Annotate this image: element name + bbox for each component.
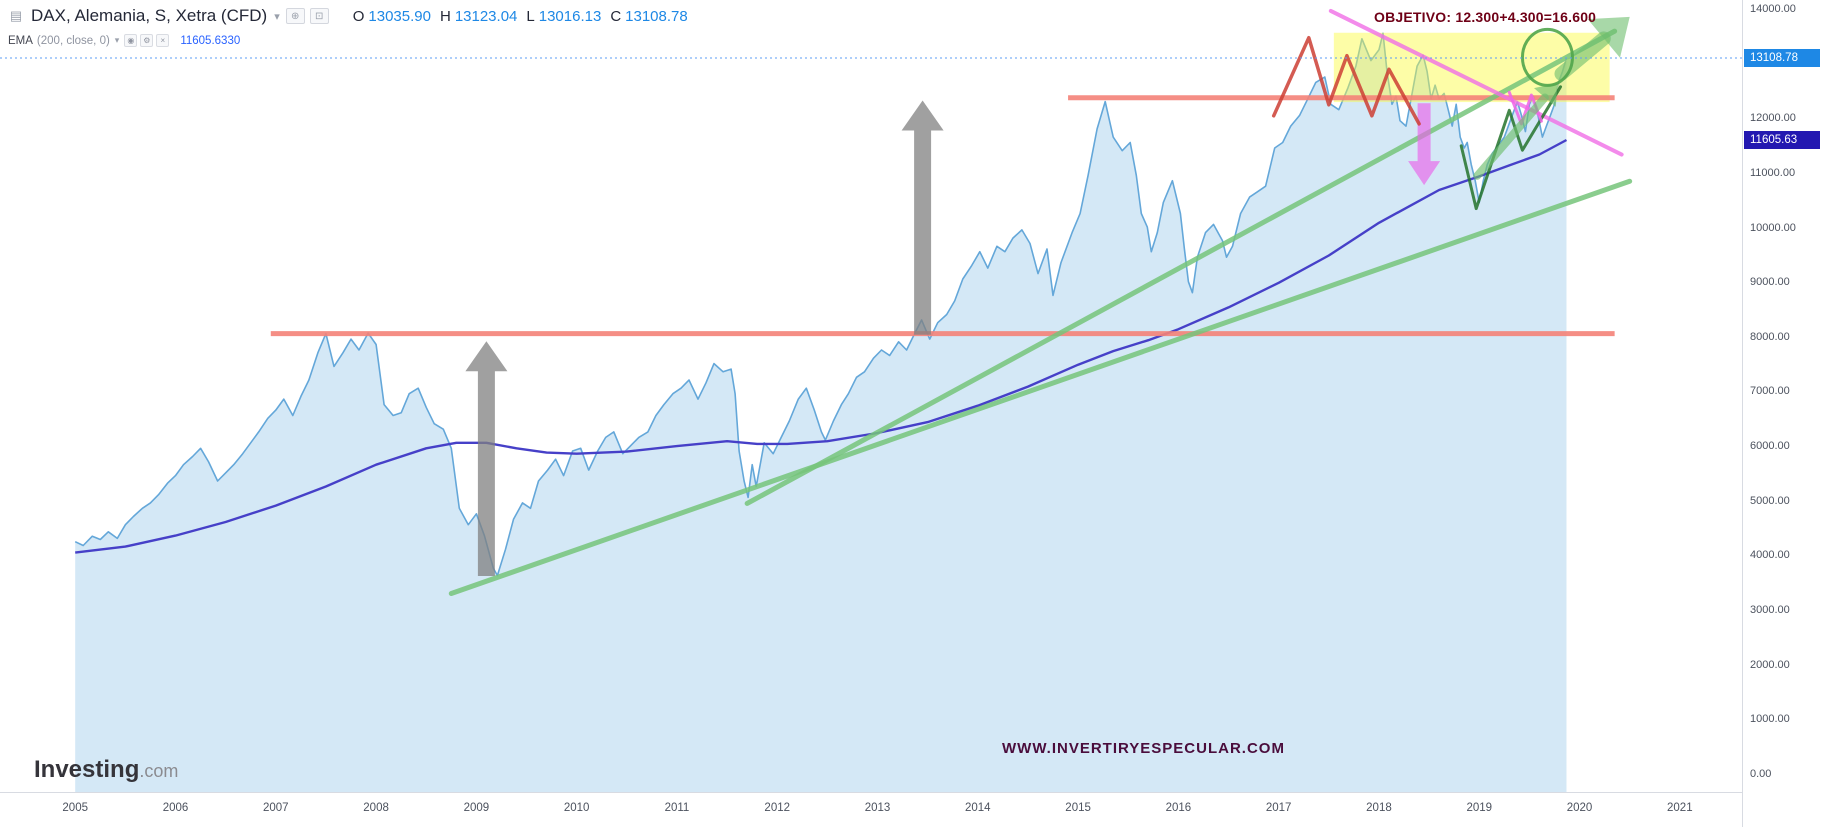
close-icon[interactable]: ×: [156, 34, 170, 47]
open-value: 13035.90: [368, 7, 431, 25]
indicator-chevron-icon[interactable]: ▾: [114, 35, 120, 45]
price-axis-label: 7000.00: [1750, 385, 1790, 398]
block-arrow[interactable]: [901, 100, 944, 335]
time-axis-label: 2007: [262, 802, 289, 814]
chart-header: ▤ DAX, Alemania, S, Xetra (CFD) ▾ ⊕ ⊡ O …: [8, 6, 688, 47]
chevron-down-icon[interactable]: ▾: [274, 10, 280, 23]
drawn-arrow[interactable]: [1473, 93, 1549, 180]
high-value: 13123.04: [454, 7, 518, 25]
symbol-title[interactable]: DAX, Alemania, S, Xetra (CFD): [31, 6, 268, 25]
indicator-params[interactable]: (200, close, 0): [36, 34, 110, 47]
price-axis-label: 12000.00: [1750, 112, 1796, 125]
price-axis-label: 0.00: [1750, 767, 1772, 780]
trend-line[interactable]: [744, 28, 1618, 506]
time-axis-label: 2021: [1667, 802, 1693, 814]
drawn-arrow-head[interactable]: [1587, 16, 1630, 58]
price-axis-label: 1000.00: [1750, 713, 1790, 726]
low-value: 13016.13: [538, 7, 602, 25]
trend-line[interactable]: [448, 178, 1633, 597]
indicator-name[interactable]: EMA: [8, 34, 33, 47]
symbol-menu-icon[interactable]: ▤: [9, 8, 23, 23]
ohlc-values: O 13035.90 H 13123.04 L 13016.13 C 13108…: [344, 8, 688, 25]
time-axis-label: 2015: [1065, 802, 1091, 814]
zigzag-annotation[interactable]: [1459, 85, 1562, 211]
ema-price-badge: 11605.63: [1744, 131, 1820, 150]
time-axis-label: 2019: [1466, 802, 1493, 814]
logo-text-main: Investing: [34, 756, 140, 783]
indicator-row: EMA (200, close, 0) ▾ ◉ ⚙ × 11605.6330: [8, 34, 688, 47]
close-label: C: [610, 7, 622, 25]
time-axis-label: 2006: [162, 802, 189, 814]
visibility-icon[interactable]: ◉: [124, 34, 138, 47]
compare-icon[interactable]: ⊕: [285, 8, 305, 24]
chart-canvas[interactable]: [0, 0, 1742, 792]
drawn-arrow-head[interactable]: [1534, 83, 1558, 107]
circle-annotation[interactable]: [1520, 27, 1574, 87]
logo-text-suffix: .com: [139, 761, 179, 781]
price-axis-label: 10000.00: [1750, 221, 1796, 234]
zigzag-annotation[interactable]: [1271, 35, 1421, 126]
symbol-row: ▤ DAX, Alemania, S, Xetra (CFD) ▾ ⊕ ⊡ O …: [8, 6, 688, 26]
snapshot-icon[interactable]: ⊡: [309, 8, 329, 24]
price-area: [75, 33, 1567, 792]
block-arrow[interactable]: [465, 341, 508, 576]
block-arrow[interactable]: [1408, 103, 1441, 186]
time-axis-label: 2020: [1566, 802, 1593, 814]
trend-line[interactable]: [1328, 8, 1624, 157]
indicator-value: 11605.6330: [180, 34, 241, 47]
low-label: L: [526, 7, 535, 25]
settings-icon[interactable]: ⚙: [140, 34, 154, 47]
price-axis-label: 9000.00: [1750, 276, 1790, 289]
time-axis-label: 2005: [62, 802, 88, 814]
price-axis-label: 14000.00: [1750, 3, 1796, 16]
investing-logo: Investing.com: [34, 756, 178, 784]
time-axis-label: 2014: [965, 802, 991, 814]
price-axis-label: 2000.00: [1750, 658, 1790, 671]
objetivo-annotation-text: OBJETIVO: 12.300+4.300=16.600: [1374, 9, 1597, 25]
price-axis[interactable]: 13108.78 11605.63 14000.00 12000.00 11000.…: [1742, 0, 1821, 827]
drawn-arrow[interactable]: [1554, 31, 1611, 81]
price-axis-label: 6000.00: [1750, 440, 1790, 453]
close-value: 13108.78: [625, 7, 688, 25]
time-axis-label: 2017: [1265, 802, 1292, 814]
time-axis-label: 2010: [563, 802, 590, 814]
chart-plot-area[interactable]: [0, 0, 1742, 792]
time-axis-label: 2013: [864, 802, 891, 814]
time-axis[interactable]: 2005 2006 2007 2008 2009 2010 2011 2012 2013 2014…: [0, 792, 1742, 827]
open-label: O: [352, 7, 365, 25]
price-axis-label: 3000.00: [1750, 603, 1790, 616]
time-axis-label: 2012: [764, 802, 791, 814]
time-axis-label: 2008: [363, 802, 389, 814]
time-axis-label: 2011: [664, 802, 690, 814]
price-axis-label: 8000.00: [1750, 330, 1790, 343]
price-axis-label: 4000.00: [1750, 549, 1790, 562]
high-label: H: [439, 7, 451, 25]
ema-line[interactable]: [75, 138, 1568, 554]
time-axis-label: 2018: [1366, 802, 1392, 814]
time-axis-label: 2016: [1165, 802, 1192, 814]
price-axis-label: 11000.00: [1750, 167, 1796, 180]
time-axis-label: 2009: [463, 802, 490, 814]
site-watermark: WWW.INVERTIRYESPECULAR.COM: [1002, 740, 1285, 757]
price-axis-label: 5000.00: [1750, 494, 1790, 507]
current-price-badge: 13108.78: [1744, 48, 1820, 67]
price-series[interactable]: [74, 32, 1568, 577]
